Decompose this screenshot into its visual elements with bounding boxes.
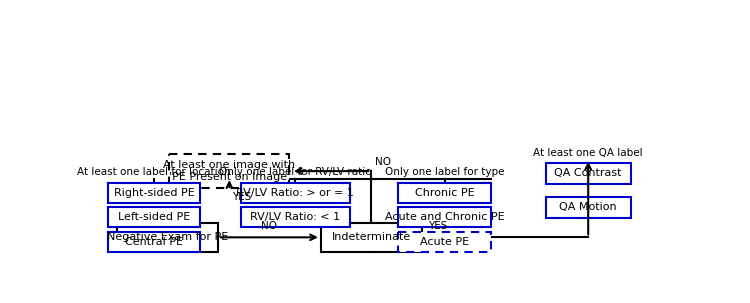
Text: At least one label for location: At least one label for location (77, 167, 231, 177)
FancyBboxPatch shape (241, 183, 350, 203)
FancyBboxPatch shape (109, 183, 200, 203)
FancyBboxPatch shape (241, 207, 350, 227)
Text: Acute PE: Acute PE (420, 237, 470, 247)
Text: At least one image with
'PE Present on Image': At least one image with 'PE Present on I… (164, 160, 296, 182)
FancyBboxPatch shape (545, 197, 631, 218)
Text: Right-sided PE: Right-sided PE (114, 188, 194, 198)
Text: QA Contrast: QA Contrast (554, 168, 622, 178)
FancyBboxPatch shape (109, 207, 200, 227)
Text: YES: YES (232, 192, 251, 202)
Text: Indeterminate: Indeterminate (332, 232, 411, 242)
Text: NO: NO (375, 157, 391, 167)
Text: Central PE: Central PE (125, 237, 183, 247)
Text: At least one QA label: At least one QA label (533, 148, 643, 158)
Text: Only one label for RV/LV ratio: Only one label for RV/LV ratio (219, 167, 371, 177)
FancyBboxPatch shape (170, 154, 290, 188)
Text: YES: YES (427, 221, 447, 231)
Text: RV/LV Ratio: < 1: RV/LV Ratio: < 1 (251, 212, 340, 222)
Text: RV/LV Ratio: > or = 1: RV/LV Ratio: > or = 1 (236, 188, 354, 198)
Text: Left-sided PE: Left-sided PE (118, 212, 190, 222)
FancyBboxPatch shape (109, 232, 200, 252)
FancyBboxPatch shape (398, 207, 491, 227)
Text: Acute and Chronic PE: Acute and Chronic PE (385, 212, 505, 222)
FancyBboxPatch shape (545, 163, 631, 184)
FancyBboxPatch shape (398, 183, 491, 203)
Text: Negative Exam for PE: Negative Exam for PE (106, 232, 228, 242)
Text: Only one label for type: Only one label for type (385, 167, 505, 177)
FancyBboxPatch shape (117, 223, 218, 252)
Text: NO: NO (261, 221, 278, 231)
Text: Chronic PE: Chronic PE (415, 188, 475, 198)
FancyBboxPatch shape (398, 232, 491, 252)
FancyBboxPatch shape (321, 223, 422, 252)
Text: QA Motion: QA Motion (560, 202, 617, 212)
